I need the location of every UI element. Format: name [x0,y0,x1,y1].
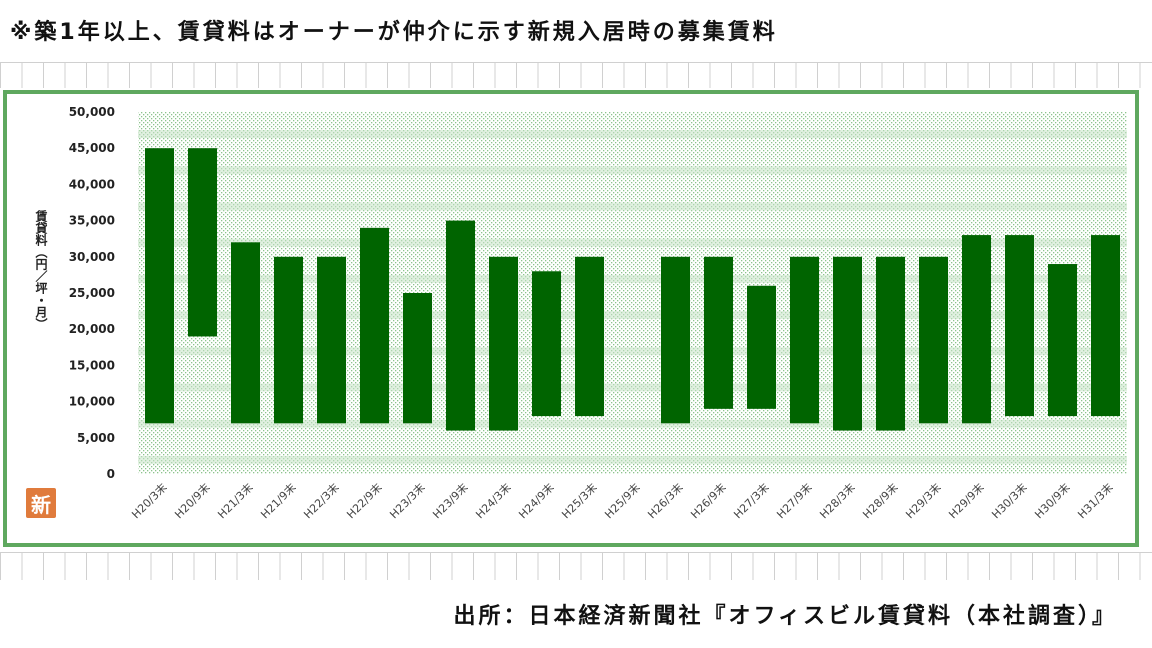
y-tick-label: 45,000 [69,141,115,155]
range-bar [704,256,733,409]
range-bar [833,256,862,431]
grid-band [138,166,1127,175]
x-tick-label: H23/3末 [387,480,428,521]
x-tick-label: H22/3末 [301,480,342,521]
range-bar [446,220,475,431]
y-tick-label: 25,000 [69,286,115,300]
range-bar [876,256,905,431]
range-bar [532,271,561,417]
y-tick-label: 35,000 [69,214,115,228]
range-bar [747,285,776,409]
y-tick-label: 10,000 [69,395,115,409]
y-tick-label: 30,000 [69,250,115,264]
y-tick-label: 15,000 [69,358,115,372]
x-tick-label: H22/9末 [344,480,385,521]
range-bar [231,242,260,424]
range-bar [360,227,389,424]
x-tick-label: H28/9末 [860,480,901,521]
logo-glyph: 新 [31,492,51,517]
x-tick-label: H29/3末 [903,480,944,521]
range-bar [575,256,604,417]
header-note: ※築1年以上、賃貸料はオーナーが仲介に示す新規入居時の募集賃料 [10,20,778,45]
nikkei-logo: 新 [26,488,56,518]
grid-band [138,383,1127,392]
range-bar-chart: 0 5,000 10,000 15,000 20,000 25,000 30,000 35,0… [34,105,1127,521]
x-tick-label: H26/3末 [645,480,686,521]
x-tick-label: H24/9末 [516,480,557,521]
bottom-grid-band [0,552,1152,580]
range-bar [317,256,346,424]
grid-band [138,274,1127,283]
source-note: 出所：日本経済新聞社『オフィスビル賃貸料（本社調査）』 [453,604,1117,629]
y-tick-label: 20,000 [69,322,115,336]
x-tick-label: H20/9末 [172,480,213,521]
x-tick-label: H31/3末 [1075,480,1116,521]
y-tick-label: 40,000 [69,177,115,191]
top-grid-band [0,62,1152,88]
grid-band [138,311,1127,320]
x-tick-label: H21/3末 [215,480,256,521]
x-tick-label: H28/3末 [817,480,858,521]
grid-band [138,347,1127,356]
range-bar [403,293,432,424]
range-bar [790,256,819,424]
x-tick-label: H25/9末 [602,480,643,521]
x-tick-label: H27/9末 [774,480,815,521]
x-tick-label: H20/3末 [129,480,170,521]
range-bar [1048,264,1077,417]
grid-band [138,202,1127,211]
range-bar [188,148,217,337]
range-bar [1091,235,1120,417]
chart-frame: 0 5,000 10,000 15,000 20,000 25,000 30,000 35,0… [3,90,1139,547]
range-bar [1005,235,1034,417]
x-tick-label: H21/9末 [258,480,299,521]
range-bar [489,256,518,431]
grid-band [138,130,1127,139]
range-bar [962,235,991,424]
x-tick-label: H29/9末 [946,480,987,521]
range-bar [919,256,948,424]
grid-band [138,419,1127,428]
x-tick-label: H26/9末 [688,480,729,521]
y-tick-label: 50,000 [69,105,115,119]
x-tick-label: H30/3末 [989,480,1030,521]
y-axis-label: 賃貸料（円／坪・月） [34,209,48,330]
range-bar [145,148,174,424]
x-tick-label: H25/3末 [559,480,600,521]
x-tick-label: H30/9末 [1032,480,1073,521]
x-tick-label: H27/3末 [731,480,772,521]
range-bar [274,256,303,424]
y-tick-label: 0 [107,467,115,481]
x-tick-label: H23/9末 [430,480,471,521]
y-tick-label: 5,000 [77,431,115,445]
grid-band [138,455,1127,464]
x-tick-label: H24/3末 [473,480,514,521]
grid-band [138,238,1127,247]
range-bar [661,256,690,424]
